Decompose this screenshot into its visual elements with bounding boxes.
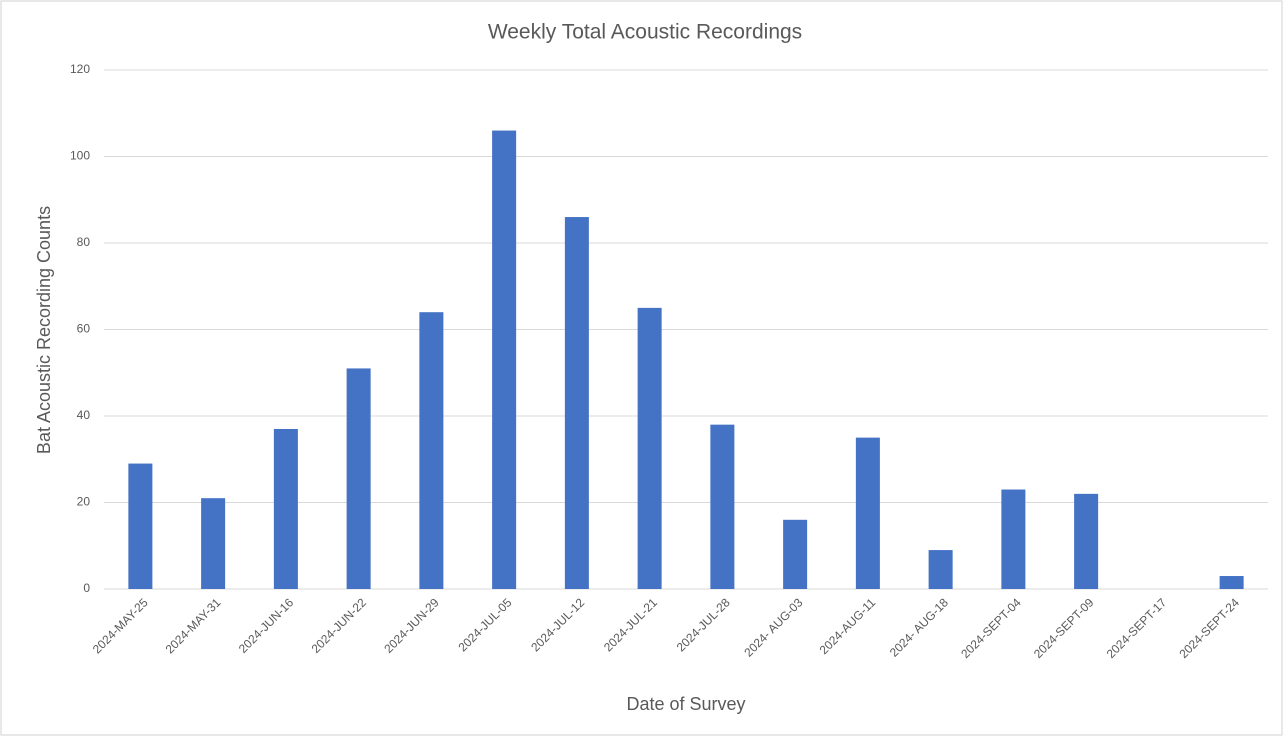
chart-title: Weekly Total Acoustic Recordings — [488, 21, 802, 44]
bar — [928, 550, 953, 589]
bar — [1219, 576, 1244, 589]
bar — [273, 428, 298, 589]
bar — [637, 307, 662, 589]
bar — [710, 424, 735, 589]
y-tick-label: 60 — [77, 322, 91, 336]
bar — [564, 217, 589, 590]
bar — [783, 519, 808, 589]
bar — [1001, 489, 1026, 589]
x-axis-title: Date of Survey — [626, 694, 745, 714]
bar — [201, 498, 226, 589]
y-tick-label: 120 — [70, 62, 90, 76]
y-axis-title: Bat Acoustic Recording Counts — [34, 206, 54, 454]
bar — [128, 463, 153, 589]
y-tick-label: 100 — [70, 149, 90, 163]
bar — [1074, 493, 1099, 589]
y-tick-label: 0 — [83, 581, 90, 595]
bar — [855, 437, 880, 589]
bar — [492, 130, 517, 590]
y-tick-label: 40 — [77, 408, 91, 422]
bar — [346, 368, 371, 589]
bar — [419, 312, 444, 589]
y-tick-label: 20 — [77, 495, 91, 509]
y-tick-label: 80 — [77, 235, 91, 249]
